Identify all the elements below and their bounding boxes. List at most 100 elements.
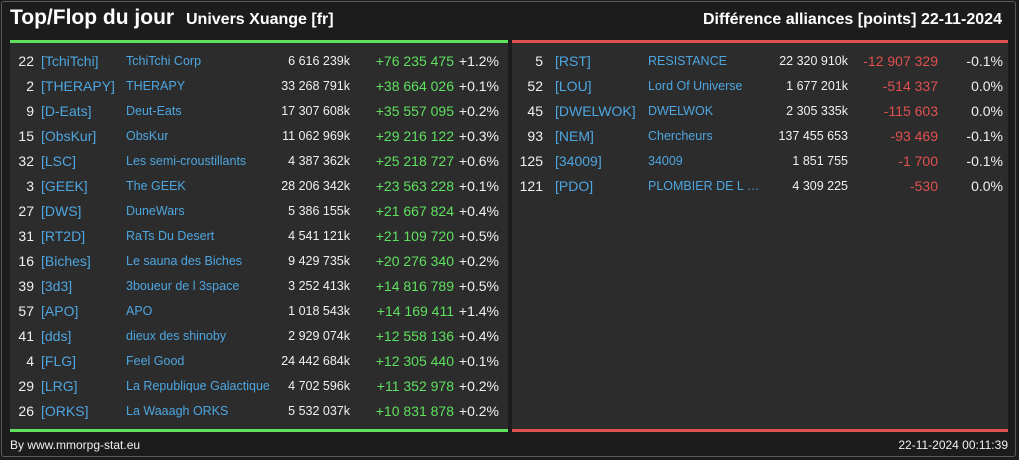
- score-cell: 17 307 608k: [281, 104, 350, 118]
- alliance-tag-link[interactable]: [TchiTchi]: [41, 53, 99, 69]
- rank-cell: 9: [26, 103, 34, 119]
- alliance-tag-link[interactable]: [DWELWOK]: [555, 103, 636, 119]
- alliance-name-link[interactable]: Deut-Eats: [126, 104, 182, 118]
- score-cell: 4 387 362k: [288, 154, 350, 168]
- score-cell: 6 616 239k: [288, 54, 350, 68]
- alliance-tag-link[interactable]: [LRG]: [41, 378, 78, 394]
- rank-cell: 2: [26, 78, 34, 94]
- diff-cell: +11 352 978: [376, 378, 454, 394]
- score-cell: 5 386 155k: [288, 204, 350, 218]
- diff-cell: +10 831 878: [375, 403, 454, 419]
- alliance-tag-link[interactable]: [LSC]: [41, 153, 77, 169]
- alliance-tag-link[interactable]: [Biches]: [41, 253, 91, 269]
- top-row: 4 [FLG] Feel Good 24 442 684k +12 305 440 +0.…: [10, 349, 508, 374]
- score-cell: 24 442 684k: [281, 354, 350, 368]
- diff-cell: +21 667 824: [375, 203, 454, 219]
- alliance-name-link[interactable]: DWELWOK: [648, 104, 714, 118]
- alliance-name-link[interactable]: The GEEK: [126, 179, 186, 193]
- flop-row: 5 [RST] RESISTANCE 22 320 910k -12 907 329 -0…: [512, 49, 1008, 74]
- top-row: 32 [LSC] Les semi-croustillants 4 387 362k +…: [10, 149, 508, 174]
- alliance-tag-link[interactable]: [3d3]: [41, 278, 73, 294]
- alliance-tag-link[interactable]: [D-Eats]: [41, 103, 92, 119]
- top-row: 41 [dds] dieux des shinoby 2 929 074k +12 55…: [10, 324, 508, 349]
- footer-credit[interactable]: By www.mmorpg-stat.eu: [10, 438, 141, 452]
- alliance-tag-link[interactable]: [dds]: [41, 328, 72, 344]
- alliance-name-link[interactable]: 34009: [648, 154, 683, 168]
- alliance-tag-link[interactable]: [ORKS]: [41, 403, 89, 419]
- diff-cell: +76 235 475: [375, 53, 454, 69]
- percent-cell: -0.1%: [966, 153, 1003, 169]
- diff-cell: -1 700: [898, 153, 938, 169]
- score-cell: 28 206 342k: [281, 179, 350, 193]
- diff-cell: -12 907 329: [863, 53, 938, 69]
- score-cell: 4 702 596k: [288, 379, 350, 393]
- alliance-tag-link[interactable]: [THERAPY]: [41, 78, 115, 94]
- rank-cell: 32: [18, 153, 34, 169]
- diff-cell: -115 603: [883, 103, 938, 119]
- alliance-tag-link[interactable]: [FLG]: [41, 353, 77, 369]
- alliance-name-link[interactable]: ObsKur: [126, 129, 169, 143]
- rank-cell: 41: [18, 328, 34, 344]
- alliance-name-link[interactable]: Le sauna des Biches: [126, 254, 243, 268]
- score-cell: 1 018 543k: [288, 304, 350, 318]
- top-row: 31 [RT2D] RaTs Du Desert 4 541 121k +21 109 …: [10, 224, 508, 249]
- percent-cell: +0.4%: [458, 203, 499, 219]
- percent-cell: +0.2%: [458, 103, 499, 119]
- alliance-tag-link[interactable]: [DWS]: [41, 203, 82, 219]
- alliance-tag-link[interactable]: [RST]: [555, 53, 591, 69]
- rank-cell: 3: [26, 178, 34, 194]
- header-date: 22-11-2024: [921, 11, 1002, 28]
- alliance-name-link[interactable]: RESISTANCE: [648, 54, 727, 68]
- alliance-tag-link[interactable]: [ObsKur]: [41, 128, 97, 144]
- top-row: 9 [D-Eats] Deut-Eats 17 307 608k +35 557 095…: [10, 99, 508, 124]
- score-cell: 2 305 335k: [786, 104, 848, 118]
- rank-cell: 5: [535, 53, 543, 69]
- alliance-tag-link[interactable]: [RT2D]: [41, 228, 86, 244]
- alliance-name-link[interactable]: PLOMBIER DE L O...: [648, 179, 766, 193]
- alliance-name-link[interactable]: Feel Good: [126, 354, 185, 368]
- rank-cell: 15: [18, 128, 34, 144]
- alliance-name-link[interactable]: Les semi-croustillants: [126, 154, 247, 168]
- alliance-name-link[interactable]: RaTs Du Desert: [126, 229, 215, 243]
- score-cell: 9 429 735k: [288, 254, 350, 268]
- percent-cell: -0.1%: [966, 53, 1003, 69]
- metric-label: Différence alliances [points]: [703, 11, 917, 28]
- rank-cell: 16: [18, 253, 34, 269]
- top-row: 57 [APO] APO 1 018 543k +14 169 411 +1.4%: [10, 299, 508, 324]
- top-row: 3 [GEEK] The GEEK 28 206 342k +23 563 228 +0.…: [10, 174, 508, 199]
- rank-cell: 22: [18, 53, 34, 69]
- alliance-name-link[interactable]: dieux des shinoby: [126, 329, 227, 343]
- diff-cell: -530: [909, 178, 938, 194]
- score-cell: 4 541 121k: [288, 229, 350, 243]
- score-cell: 3 252 413k: [288, 279, 350, 293]
- alliance-name-link[interactable]: La Republique Galactique: [126, 379, 270, 393]
- alliance-tag-link[interactable]: [APO]: [41, 303, 79, 319]
- percent-cell: +0.2%: [458, 253, 499, 269]
- rank-cell: 125: [519, 153, 543, 169]
- percent-cell: +0.1%: [458, 353, 499, 369]
- alliance-tag-link[interactable]: [NEM]: [555, 128, 594, 144]
- alliance-name-link[interactable]: Chercheurs: [648, 129, 713, 143]
- alliance-name-link[interactable]: THERAPY: [126, 79, 186, 93]
- percent-cell: 0.0%: [971, 78, 1003, 94]
- flop-panel: 5 [RST] RESISTANCE 22 320 910k -12 907 329 -0…: [512, 40, 1008, 432]
- alliance-tag-link[interactable]: [PDO]: [555, 178, 594, 194]
- alliance-name-link[interactable]: DuneWars: [126, 204, 185, 218]
- top-panel: 22 [TchiTchi] TchiTchi Corp 6 616 239k +76 2…: [10, 40, 508, 432]
- alliance-name-link[interactable]: Lord Of Universe: [648, 79, 743, 93]
- top-row: 15 [ObsKur] ObsKur 11 062 969k +29 216 122 +0…: [10, 124, 508, 149]
- alliance-name-link[interactable]: 3boueur de l 3space: [126, 279, 240, 293]
- percent-cell: -0.1%: [966, 128, 1003, 144]
- rank-cell: 121: [519, 178, 543, 194]
- alliance-tag-link[interactable]: [LOU]: [555, 78, 592, 94]
- flop-row: 93 [NEM] Chercheurs 137 455 653 -93 469 -0.1%: [512, 124, 1008, 149]
- alliance-name-link[interactable]: La Waaagh ORKS: [126, 404, 229, 418]
- diff-cell: +21 109 720: [375, 228, 454, 244]
- alliance-name-link[interactable]: APO: [126, 304, 153, 318]
- alliance-name-link[interactable]: TchiTchi Corp: [126, 54, 202, 68]
- rank-cell: 27: [18, 203, 34, 219]
- alliance-tag-link[interactable]: [GEEK]: [41, 178, 88, 194]
- diff-cell: +38 664 026: [375, 78, 454, 94]
- alliance-tag-link[interactable]: [34009]: [555, 153, 602, 169]
